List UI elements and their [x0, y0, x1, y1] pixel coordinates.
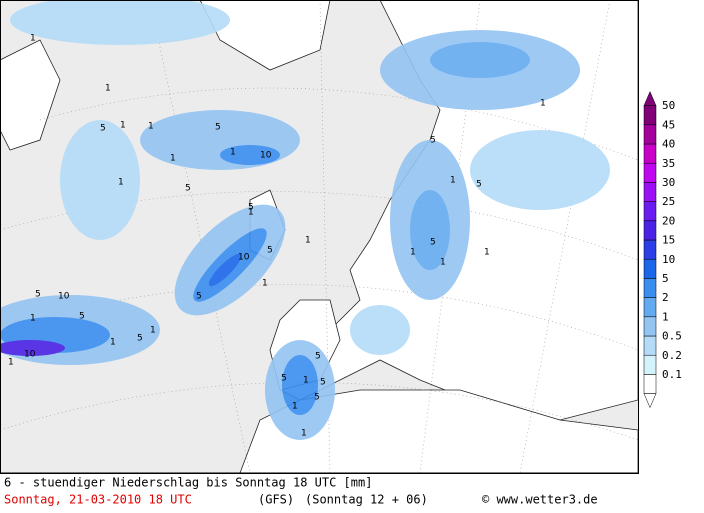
contour-label: 1	[305, 236, 311, 246]
contour-label: 1	[118, 178, 124, 188]
contour-label: 1	[484, 248, 490, 258]
contour-label: 5	[137, 334, 143, 344]
precipitation	[0, 0, 610, 440]
contour-label: 1	[262, 279, 268, 289]
colorbar-cell	[643, 220, 657, 241]
colorbar-label: 35	[662, 157, 675, 170]
contour-label: 5	[215, 123, 221, 133]
contour-label: 5	[476, 180, 482, 190]
contour-label: 1	[410, 248, 416, 258]
colorbar-cell	[643, 258, 657, 279]
colorbar-label: 10	[662, 253, 675, 266]
contour-label: 5	[315, 352, 321, 362]
colorbar-label: 25	[662, 195, 675, 208]
footer-title: 6 - stuendiger Niederschlag bis Sonntag …	[4, 476, 372, 490]
contour-label: 1	[450, 176, 456, 186]
colorbar-cell	[643, 239, 657, 260]
contour-label: 5	[430, 238, 436, 248]
contour-label: 5	[196, 292, 202, 302]
contour-label: 1	[30, 314, 36, 324]
colorbar-cell	[643, 182, 657, 202]
contour-label: 5	[314, 393, 320, 403]
colorbar-cell	[643, 105, 657, 126]
contour-label: 5	[430, 136, 436, 146]
contour-label: 5	[248, 203, 254, 213]
colorbar-label: 20	[662, 214, 675, 227]
contour-label: 1	[301, 429, 307, 439]
footer-model: (GFS)	[258, 493, 294, 507]
contour-label: 5	[185, 184, 191, 194]
contour-label: 10	[260, 151, 272, 161]
contour-label: 10	[58, 292, 70, 302]
colorbar-label: 40	[662, 138, 675, 151]
contour-label: 1	[170, 154, 176, 164]
contour-label: 1	[303, 376, 309, 386]
contour-label: 1	[110, 338, 116, 348]
colorbar-label: 2	[662, 291, 669, 304]
contour-label: 5	[267, 246, 273, 256]
colorbar-arrow-bottom	[643, 393, 657, 409]
colorbar-cell	[643, 354, 657, 375]
contour-label: 1	[230, 148, 236, 158]
colorbar-cell	[643, 316, 657, 337]
colorbar-label: 1	[662, 310, 669, 323]
colorbar-cell	[643, 162, 657, 183]
colorbar-cell	[643, 143, 657, 164]
colorbar-label: 15	[662, 234, 675, 247]
footer-run: (Sonntag 12 + 06)	[305, 493, 428, 507]
colorbar-label: 5	[662, 272, 669, 285]
colorbar-label: 0.2	[662, 349, 682, 362]
colorbar-arrow-top	[643, 90, 657, 106]
contour-label: 5	[100, 124, 106, 134]
contour-label: 1	[8, 358, 14, 368]
contour-label: 1	[105, 84, 111, 94]
contour-label: 5	[35, 290, 41, 300]
colorbar-cell	[643, 278, 657, 298]
contour-label: 5	[79, 312, 85, 322]
colorbar-cell	[643, 374, 657, 394]
colorbar-label: 0.1	[662, 368, 682, 381]
colorbar-label: 50	[662, 99, 675, 112]
contour-label: 1	[120, 121, 126, 131]
colorbar-cell	[643, 124, 657, 145]
contour-label: 1	[148, 122, 154, 132]
contour-label: 5	[320, 378, 326, 388]
colorbar-cell	[643, 297, 657, 318]
contour-label: 1	[30, 34, 36, 44]
colorbar-label: 45	[662, 118, 675, 131]
contour-label: 1	[150, 326, 156, 336]
contour-label: 5	[281, 374, 287, 384]
contour-label: 1	[292, 402, 298, 412]
footer-date: Sonntag, 21-03-2010 18 UTC	[4, 493, 192, 507]
colorbar-cell	[643, 201, 657, 222]
colorbar-label: 0.5	[662, 330, 682, 343]
contour-label: 10	[24, 350, 36, 360]
contour-label: 10	[238, 253, 250, 263]
contour-label: 1	[440, 258, 446, 268]
contour-label: 1	[248, 208, 254, 218]
colorbar-label: 30	[662, 176, 675, 189]
colorbar-cell	[643, 335, 657, 356]
footer-copyright: © www.wetter3.de	[482, 493, 598, 507]
contour-label: 1	[540, 99, 546, 109]
